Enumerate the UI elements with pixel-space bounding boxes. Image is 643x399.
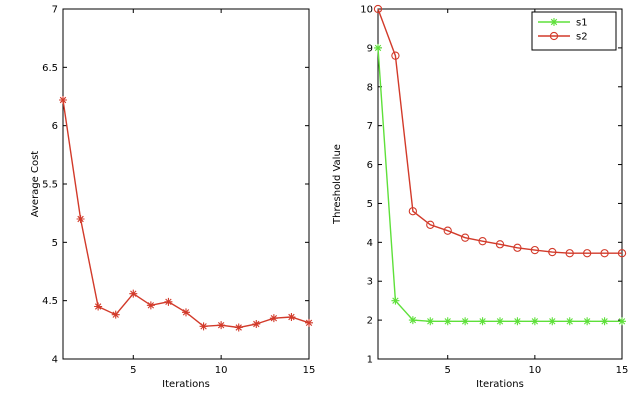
data-point xyxy=(391,51,400,60)
data-point xyxy=(129,289,138,298)
data-point xyxy=(582,249,592,258)
y-tick-label: 6.5 xyxy=(42,63,58,74)
data-point xyxy=(234,323,243,332)
x-tick-label: 5 xyxy=(130,365,136,376)
data-point xyxy=(617,249,627,258)
series-s2 xyxy=(373,4,627,258)
data-point xyxy=(513,243,522,252)
y-tick-label: 5 xyxy=(52,238,58,249)
y-tick-label: 10 xyxy=(360,5,373,16)
x-tick-label: 10 xyxy=(528,365,541,376)
data-point xyxy=(600,249,609,258)
y-tick-label: 7 xyxy=(367,121,373,132)
y-tick-label: 4 xyxy=(52,355,58,366)
y-tick-label: 8 xyxy=(367,82,373,93)
y-tick-label: 3 xyxy=(367,277,373,288)
data-point xyxy=(182,308,190,317)
data-point xyxy=(478,317,487,326)
data-point xyxy=(373,4,383,14)
x-axis-label: Iterations xyxy=(476,379,524,390)
series-line xyxy=(377,8,622,254)
y-tick-label: 5.5 xyxy=(42,180,58,191)
data-point xyxy=(530,245,540,255)
data-point xyxy=(443,317,452,326)
data-point xyxy=(460,233,470,242)
data-point xyxy=(565,249,574,258)
data-point xyxy=(59,96,67,104)
data-point xyxy=(391,296,400,305)
data-point xyxy=(478,237,487,246)
plot-area xyxy=(62,8,310,360)
data-point xyxy=(461,317,470,326)
x-tick-label: 15 xyxy=(303,365,316,376)
data-point xyxy=(618,317,626,326)
data-point xyxy=(426,220,435,229)
data-point xyxy=(305,318,313,327)
data-point xyxy=(146,301,155,310)
y-axis-label: Threshold Value xyxy=(332,144,343,225)
data-point xyxy=(94,302,103,311)
data-point xyxy=(111,310,120,319)
y-tick-label: 6 xyxy=(367,160,373,171)
data-point xyxy=(252,320,261,328)
data-point xyxy=(443,226,452,235)
x-tick-label: 5 xyxy=(445,365,451,376)
data-point xyxy=(426,317,435,326)
data-point xyxy=(565,317,574,326)
data-point xyxy=(513,317,522,326)
legend-entry: s2 xyxy=(538,32,588,43)
y-tick-label: 5 xyxy=(367,199,373,210)
data-point xyxy=(548,317,557,326)
y-tick-label: 4 xyxy=(367,238,373,249)
chart-panel-1: 4 4.5 5 5.5 6 6.5 7 5 10 15 Iterations Average Cost xyxy=(30,5,315,391)
series-1 xyxy=(59,96,313,332)
legend-label: s1 xyxy=(576,18,588,29)
data-point xyxy=(408,207,418,216)
x-axis-label: Iterations xyxy=(162,379,210,390)
y-tick-label: 1 xyxy=(367,355,373,366)
chart-panel-2: 1 2 3 4 5 6 7 8 9 10 5 10 15 Iterations Threshold Valu… xyxy=(332,5,628,391)
y-tick-label: 4.5 xyxy=(42,296,58,307)
data-point xyxy=(530,317,539,326)
y-tick-label: 6 xyxy=(52,121,58,132)
x-tick-label: 15 xyxy=(616,365,629,376)
y-axis-label: Average Cost xyxy=(30,151,41,218)
x-tick-label: 10 xyxy=(215,365,228,376)
legend-box xyxy=(531,11,617,51)
data-point xyxy=(164,297,173,306)
data-point xyxy=(269,314,278,323)
y-tick-label: 7 xyxy=(52,5,58,16)
data-point xyxy=(600,317,609,326)
data-point xyxy=(217,321,226,330)
data-point xyxy=(548,247,557,257)
data-point xyxy=(496,317,504,326)
data-point xyxy=(495,240,505,249)
legend-label: s2 xyxy=(576,32,588,43)
data-point xyxy=(199,322,208,331)
data-point xyxy=(583,317,592,326)
series-s1 xyxy=(374,43,626,326)
legend-entry: s1 xyxy=(538,18,588,29)
data-point xyxy=(76,215,85,223)
plot-area xyxy=(377,8,623,360)
y-tick-label: 2 xyxy=(367,316,373,327)
data-point xyxy=(408,316,417,325)
data-point xyxy=(374,43,382,52)
legend-marker xyxy=(550,18,558,26)
y-tick-label: 9 xyxy=(367,43,373,54)
legend-marker xyxy=(549,31,559,41)
data-point xyxy=(287,313,296,321)
